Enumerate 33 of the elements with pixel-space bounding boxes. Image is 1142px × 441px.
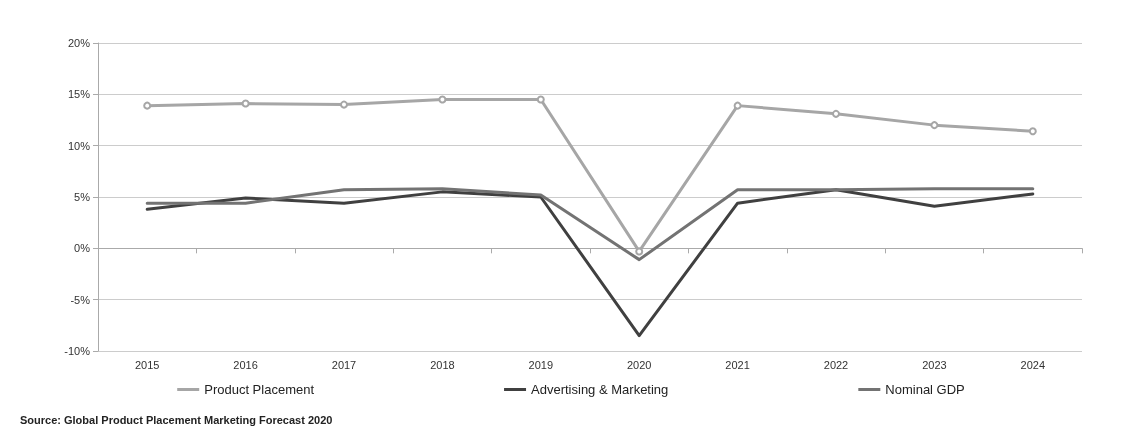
- point: [1028, 127, 1037, 136]
- y-tick-label: -5%: [70, 293, 91, 306]
- x-tick-label: 2021: [725, 358, 750, 371]
- legend-label: Product Placement: [204, 382, 315, 397]
- point: [340, 100, 348, 109]
- x-tick-label: 2016: [233, 358, 258, 371]
- y-tick-label: -10%: [64, 345, 91, 357]
- source-note: Source: Global Product Placement Marketing Forecast 2020: [20, 413, 333, 426]
- x-tick-label: 2024: [1020, 358, 1046, 371]
- line-series: [145, 187, 1035, 262]
- legend-label: Advertising & Marketing: [531, 382, 669, 397]
- x-tick-label: 2023: [922, 358, 947, 371]
- x-tick-label: 2018: [430, 358, 455, 371]
- legend-label: Nominal GDP: [885, 382, 965, 397]
- y-tick-label: 15%: [67, 88, 91, 101]
- point: [832, 109, 840, 118]
- point: [438, 95, 447, 104]
- point: [635, 247, 644, 256]
- x-tick-label: 2017: [331, 358, 357, 371]
- point: [143, 101, 152, 110]
- y-tick-label: 5%: [74, 191, 91, 203]
- point: [733, 101, 742, 110]
- x-tick-label: 2020: [626, 358, 652, 371]
- line-series: [145, 188, 1035, 338]
- x-tick-label: 2022: [823, 358, 849, 371]
- point: [241, 99, 250, 108]
- y-tick-label: 0%: [74, 242, 91, 255]
- x-tick-label: 2019: [528, 358, 554, 371]
- x-tick-label: 2015: [134, 358, 160, 371]
- point: [930, 121, 939, 130]
- y-tick-label: 10%: [67, 139, 91, 152]
- y-tick-label: 20%: [67, 37, 91, 49]
- point: [536, 95, 545, 104]
